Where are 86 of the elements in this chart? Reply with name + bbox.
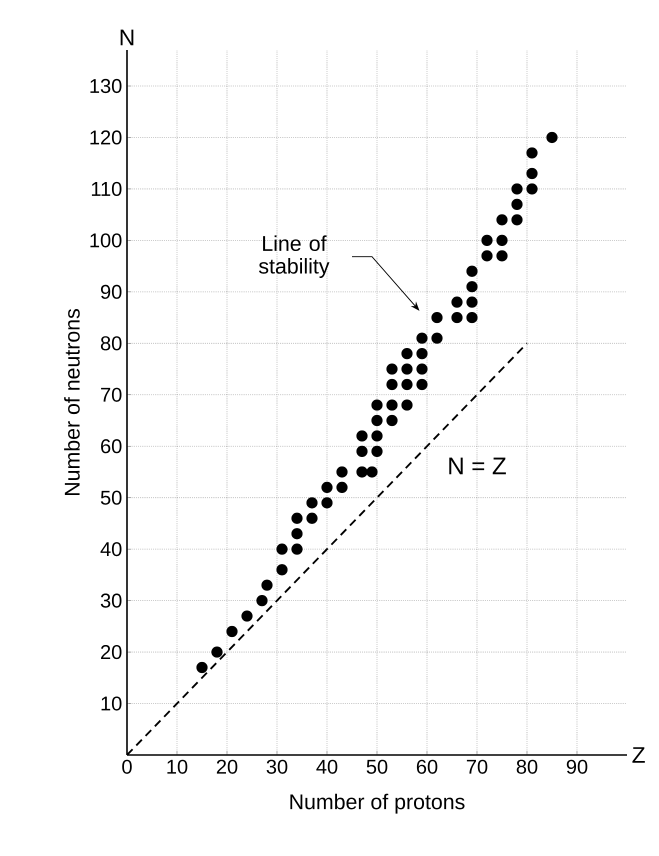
point bbox=[306, 512, 318, 524]
point bbox=[356, 430, 368, 442]
point bbox=[416, 332, 428, 344]
y-tick-label: 50 bbox=[100, 490, 122, 505]
y-tick-label: 60 bbox=[101, 439, 122, 454]
point bbox=[481, 250, 493, 262]
text: N bbox=[120, 30, 134, 46]
point bbox=[466, 266, 478, 277]
x-tick-label: 80 bbox=[516, 760, 538, 774]
point bbox=[371, 446, 383, 457]
x-tick-label: 30 bbox=[266, 760, 288, 774]
y-tick-label: 110 bbox=[92, 182, 122, 196]
y-tick-label: 20 bbox=[101, 644, 122, 660]
point bbox=[276, 564, 288, 576]
point bbox=[401, 399, 413, 411]
y-tick-label: 70 bbox=[101, 388, 122, 402]
point bbox=[336, 466, 348, 478]
y-axis-title: Number of neutrons bbox=[64, 309, 80, 496]
point bbox=[496, 234, 508, 246]
y-tick-label: 80 bbox=[100, 336, 122, 350]
point bbox=[496, 214, 508, 226]
point bbox=[526, 168, 538, 180]
annotation: Line of stability bbox=[258, 235, 330, 278]
point bbox=[241, 610, 253, 622]
point bbox=[451, 312, 463, 324]
point bbox=[511, 198, 523, 210]
point bbox=[261, 580, 273, 591]
point bbox=[431, 312, 443, 324]
point bbox=[276, 544, 288, 555]
point bbox=[481, 234, 493, 246]
point bbox=[321, 482, 333, 494]
y-tick-label: 40 bbox=[100, 542, 122, 556]
point bbox=[401, 363, 413, 375]
annotation: N = Z bbox=[449, 458, 506, 474]
point bbox=[196, 662, 208, 674]
y-tick-label: 130 bbox=[90, 78, 122, 94]
x-tick-label: 20 bbox=[216, 760, 238, 774]
y-tick-label: 90 bbox=[100, 284, 122, 299]
point bbox=[226, 626, 238, 638]
point bbox=[366, 466, 378, 478]
x-tick-label: 10 bbox=[167, 760, 188, 774]
point bbox=[526, 183, 538, 195]
y-tick-label: 100 bbox=[90, 233, 122, 248]
x-axis-title: Number of protons bbox=[290, 794, 465, 814]
point bbox=[496, 250, 508, 262]
point bbox=[371, 414, 383, 426]
point bbox=[526, 147, 538, 159]
point bbox=[466, 296, 478, 308]
x-tick-label: 90 bbox=[566, 760, 588, 774]
point bbox=[211, 646, 223, 658]
point bbox=[466, 281, 478, 292]
point bbox=[356, 446, 368, 457]
y-tick-label: 120 bbox=[90, 130, 122, 145]
point bbox=[291, 544, 303, 555]
point bbox=[546, 132, 558, 144]
point bbox=[431, 332, 443, 344]
point bbox=[306, 497, 318, 508]
point bbox=[386, 414, 398, 426]
point bbox=[511, 214, 523, 226]
x-tick-label: 50 bbox=[366, 760, 388, 774]
text: Z bbox=[632, 747, 645, 763]
x-tick-label: 40 bbox=[316, 760, 338, 774]
point bbox=[371, 399, 383, 411]
point bbox=[401, 378, 413, 390]
point bbox=[386, 378, 398, 390]
point bbox=[416, 348, 428, 360]
point bbox=[256, 595, 268, 606]
point bbox=[291, 512, 303, 524]
point bbox=[386, 399, 398, 411]
point bbox=[371, 430, 383, 442]
point bbox=[466, 312, 478, 324]
point bbox=[416, 378, 428, 390]
point bbox=[451, 296, 463, 308]
x-tick-label: 60 bbox=[416, 760, 438, 774]
y-tick-label: 10 bbox=[102, 696, 122, 711]
x-tick-label: 70 bbox=[466, 760, 488, 774]
y-tick-label: 30 bbox=[100, 594, 122, 608]
point bbox=[336, 482, 348, 494]
point bbox=[511, 183, 523, 195]
point bbox=[356, 466, 368, 478]
x-tick-label: 0 bbox=[122, 760, 132, 774]
point bbox=[386, 363, 398, 375]
point bbox=[291, 528, 303, 540]
point bbox=[321, 497, 333, 508]
point bbox=[401, 348, 413, 360]
point bbox=[416, 363, 428, 375]
